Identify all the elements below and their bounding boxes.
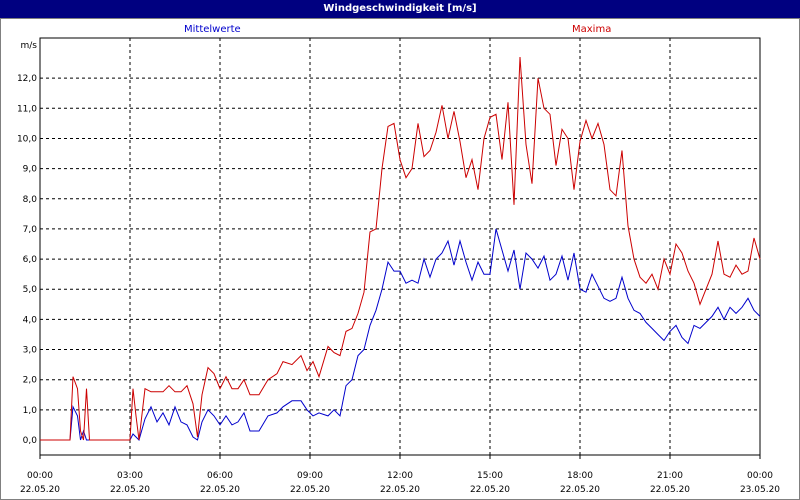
- x-tick-time: 03:00: [117, 471, 143, 481]
- x-tick-date: 22.05.20: [20, 485, 60, 495]
- y-tick-label: 3,0: [23, 346, 38, 356]
- x-tick-date: 22.05.20: [560, 485, 600, 495]
- y-tick-label: 0,0: [23, 436, 38, 446]
- x-tick-time: 06:00: [207, 471, 233, 481]
- series-line-maxima: [40, 56, 761, 441]
- x-tick-date: 22.05.20: [110, 485, 150, 495]
- y-tick-label: 5,0: [23, 285, 38, 295]
- x-tick-time: 00:00: [27, 471, 53, 481]
- x-tick-time: 18:00: [567, 471, 593, 481]
- legend-mittelwerte: Mittelwerte: [184, 24, 241, 35]
- x-tick-date: 22.05.20: [470, 485, 510, 495]
- y-tick-label: 4,0: [23, 315, 38, 325]
- y-tick-label: 11,0: [17, 104, 37, 114]
- x-tick-date: 22.05.20: [200, 485, 240, 495]
- y-tick-label: 7,0: [23, 225, 38, 235]
- x-tick-time: 12:00: [387, 471, 413, 481]
- x-tick-date: 22.05.20: [650, 485, 690, 495]
- y-tick-label: 10,0: [17, 134, 37, 144]
- x-tick-time: 21:00: [657, 471, 683, 481]
- y-tick-label: 1,0: [23, 406, 38, 416]
- y-tick-label: 9,0: [23, 165, 38, 175]
- series-line-mittelwerte: [40, 228, 761, 441]
- legend-maxima: Maxima: [572, 24, 612, 35]
- x-tick-time: 09:00: [297, 471, 323, 481]
- y-axis-unit: m/s: [21, 41, 38, 51]
- y-tick-label: 12,0: [17, 74, 37, 84]
- x-tick-time: 15:00: [477, 471, 503, 481]
- y-tick-label: 8,0: [23, 195, 38, 205]
- x-tick-date: 23.05.20: [740, 485, 780, 495]
- x-tick-date: 22.05.20: [290, 485, 330, 495]
- chart-title: Windgeschwindigkeit [m/s]: [0, 0, 800, 18]
- x-tick-date: 22.05.20: [380, 485, 420, 495]
- x-tick-time: 00:00: [747, 471, 773, 481]
- y-tick-label: 6,0: [23, 255, 38, 265]
- y-tick-label: 2,0: [23, 376, 38, 386]
